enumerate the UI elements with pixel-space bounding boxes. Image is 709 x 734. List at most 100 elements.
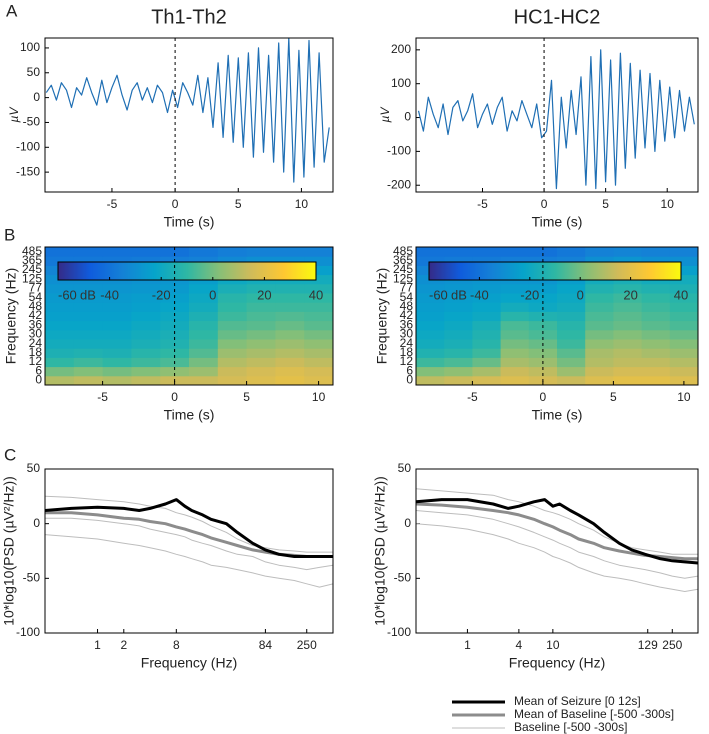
x-axis-label: Time (s)	[532, 407, 583, 423]
heatmap-cell	[304, 302, 334, 312]
heatmap-cell	[73, 283, 104, 294]
heatmap-cell	[557, 311, 586, 322]
y-axis-label: 10*log10(PSD (µV²/Hz))	[372, 476, 388, 626]
x-tick-label: -5	[477, 197, 488, 211]
heatmap-cell	[189, 256, 219, 266]
x-axis-label: Time (s)	[164, 214, 215, 230]
heatmap-cell	[189, 348, 219, 358]
heatmap-cell	[613, 329, 643, 340]
heatmap-cell	[444, 283, 473, 294]
heatmap-cell	[528, 366, 558, 377]
heatmap-cell	[500, 320, 530, 331]
heatmap-cell	[102, 366, 132, 377]
heatmap-cell	[500, 283, 530, 294]
heatmap-cell	[189, 293, 219, 303]
heatmap-cell	[304, 247, 334, 257]
heatmap-cell	[246, 302, 276, 312]
heatmap-cell	[45, 320, 75, 331]
heatmap-cell	[669, 247, 699, 257]
y-tick-label: 100	[20, 40, 40, 54]
y-tick-label: -150	[16, 164, 40, 178]
y-tick-label: 12	[400, 354, 414, 368]
y-tick-label: 77	[400, 281, 414, 295]
heatmap-cell	[189, 302, 219, 312]
heatmap-cell	[641, 256, 671, 266]
heatmap-cell	[669, 366, 699, 377]
y-axis-label: Frequency (Hz)	[374, 268, 390, 364]
heatmap-cell	[246, 283, 276, 294]
y-tick-label: 125	[22, 271, 42, 285]
heatmap-cell	[557, 339, 586, 349]
heatmap-cell	[500, 302, 530, 312]
heatmap-cell	[444, 320, 473, 331]
y-tick-label: 24	[400, 336, 414, 350]
heatmap-cell	[246, 329, 276, 340]
x-tick-label: 10	[295, 197, 309, 211]
heatmap-cell	[669, 311, 699, 322]
x-tick-label: 1	[464, 638, 471, 652]
x-tick-label: 2	[120, 638, 127, 652]
heatmap-cell	[557, 348, 586, 358]
heatmap-cell	[472, 366, 502, 377]
heatmap-cell	[275, 302, 305, 312]
y-axis-label: Frequency (Hz)	[3, 268, 19, 364]
x-axis-label: Time (s)	[164, 407, 215, 423]
heatmap-cell	[275, 348, 305, 358]
heatmap-cell	[45, 348, 75, 358]
heatmap-cell	[472, 256, 502, 266]
heatmap-cell	[160, 329, 190, 340]
heatmap-cell	[102, 329, 132, 340]
y-tick-label: 365	[22, 253, 42, 267]
colorbar-tick-label: -20	[520, 287, 539, 302]
heatmap-cell	[131, 247, 161, 257]
heatmap-cell	[472, 357, 502, 368]
heatmap-cell	[275, 320, 305, 331]
heatmap-cell	[585, 375, 614, 386]
x-tick-label: 250	[662, 638, 682, 652]
heatmap-cell	[275, 256, 305, 266]
heatmap-cell	[669, 375, 699, 386]
heatmap-cell	[304, 265, 334, 276]
x-tick-label: 8	[173, 638, 180, 652]
heatmap-cell	[160, 311, 190, 322]
heatmap-cell	[585, 357, 614, 368]
colorbar-tick-label: 40	[674, 287, 688, 302]
heatmap-cell	[641, 339, 671, 349]
heatmap-cell	[275, 357, 305, 368]
heatmap-cell	[102, 247, 132, 257]
x-tick-label: -5	[107, 197, 118, 211]
heatmap-cell	[45, 247, 75, 257]
heatmap-cell	[472, 283, 502, 294]
heatmap-cell	[45, 357, 75, 368]
heatmap-cell	[585, 247, 614, 257]
x-tick-label: 129	[638, 638, 658, 652]
heatmap-cell	[131, 283, 161, 294]
y-tick-label: 30	[29, 327, 43, 341]
y-tick-label: 100	[391, 76, 411, 90]
heatmap-cell	[416, 293, 445, 303]
series-line	[416, 498, 698, 565]
heatmap-cell	[45, 302, 75, 312]
x-tick-label: 5	[602, 197, 609, 211]
y-tick-label: 36	[29, 317, 43, 331]
heatmap-cell	[444, 311, 473, 322]
y-tick-label: -100	[16, 139, 40, 153]
heatmap-cell	[45, 329, 75, 340]
x-tick-label: 4	[516, 638, 523, 652]
heatmap-cell	[416, 348, 445, 358]
heatmap-cell	[585, 348, 614, 358]
heatmap-cell	[472, 348, 502, 358]
x-tick-label: 84	[259, 638, 273, 652]
heatmap-cell	[131, 375, 161, 386]
heatmap-cell	[73, 256, 104, 266]
series-line	[416, 510, 698, 579]
x-axis-label: Frequency (Hz)	[141, 655, 237, 671]
heatmap-cell	[528, 247, 558, 257]
heatmap-cell	[45, 339, 75, 349]
heatmap-cell	[585, 293, 614, 303]
x-tick-label: 5	[610, 390, 617, 404]
heatmap-cell	[217, 375, 248, 386]
heatmap-cell	[585, 256, 614, 266]
x-tick-label: 5	[243, 390, 250, 404]
